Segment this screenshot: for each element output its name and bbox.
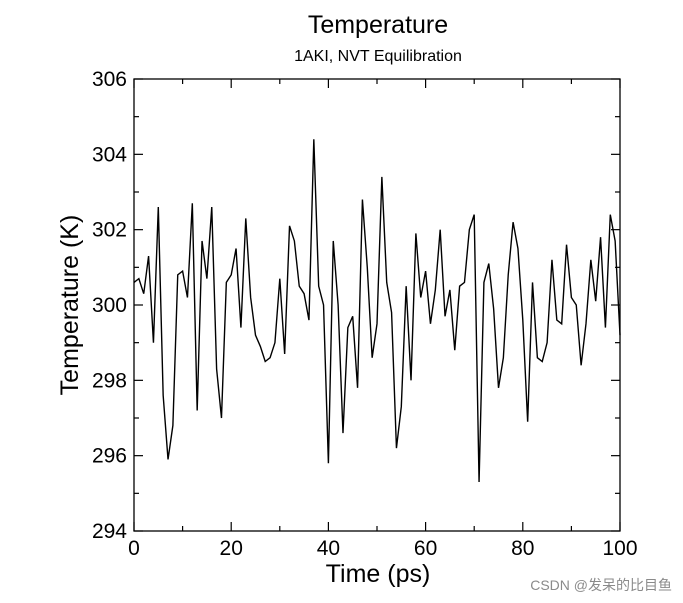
temperature-series-line xyxy=(133,139,621,483)
x-tick-label: 0 xyxy=(128,537,140,560)
y-tick-label: 300 xyxy=(92,294,127,317)
y-axis-ticks: 294 296 298 300 302 304 306 xyxy=(92,68,620,543)
y-tick-label: 296 xyxy=(92,445,127,468)
x-tick-label: 20 xyxy=(220,537,243,560)
y-tick-label: 302 xyxy=(92,219,127,242)
y-axis-label: Temperature (K) xyxy=(56,215,84,396)
x-axis-label: Time (ps) xyxy=(326,560,431,588)
watermark: CSDN @发呆的比目鱼 xyxy=(530,577,672,593)
y-tick-label: 306 xyxy=(92,68,127,91)
x-tick-label: 60 xyxy=(414,537,437,560)
y-tick-label: 294 xyxy=(92,520,127,543)
x-axis-ticks: 0 20 40 60 80 100 xyxy=(128,79,638,560)
x-tick-label: 100 xyxy=(602,537,637,560)
y-tick-label: 298 xyxy=(92,369,127,392)
y-tick-label: 304 xyxy=(92,143,127,166)
chart-title: Temperature xyxy=(308,11,448,39)
x-tick-label: 80 xyxy=(511,537,534,560)
chart-subtitle: 1AKI, NVT Equilibration xyxy=(294,48,462,65)
x-tick-label: 40 xyxy=(317,537,340,560)
